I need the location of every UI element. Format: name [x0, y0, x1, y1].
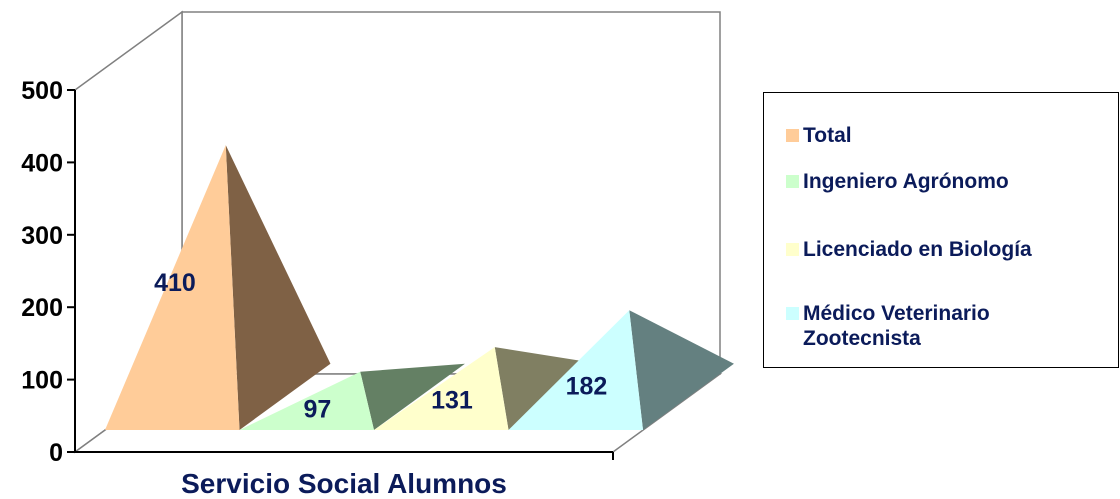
- legend-label: Ingeniero Agrónomo: [803, 170, 1009, 193]
- x-axis-category-label: Servicio Social Alumnos: [181, 468, 507, 499]
- pyramid-side-face: [225, 145, 331, 430]
- y-tick-label: 200: [21, 294, 63, 322]
- pyramid-2: [239, 363, 465, 430]
- pyramid-side-face: [629, 310, 734, 430]
- chart-legend: Total Ingeniero Agrónomo Licenciado en Bio…: [763, 92, 1119, 368]
- pyramid-front-face: [508, 310, 643, 430]
- legend-item: Médico Veterinario Zootecnista: [786, 301, 1103, 351]
- pyramid-side-face: [360, 363, 465, 430]
- pyramid-front-face: [374, 347, 509, 430]
- y-tick-label: 500: [21, 77, 63, 105]
- legend-label: Total: [803, 124, 852, 147]
- legend-swatch: [786, 307, 799, 320]
- y-tick-label: 300: [21, 222, 63, 250]
- data-label: 410: [154, 269, 196, 297]
- legend-swatch: [786, 129, 799, 142]
- y-tick-label: 400: [21, 149, 63, 177]
- pyramid-chart: 0 100 200 300 400 500 410 97 131 182 Servicio So…: [21, 10, 734, 499]
- pyramid-front-face: [105, 145, 240, 430]
- legend-label: Licenciado en Biología: [803, 238, 1032, 261]
- legend-swatch: [786, 175, 799, 188]
- legend-swatch: [786, 243, 799, 256]
- data-label: 182: [566, 373, 608, 401]
- pyramid-4: [508, 310, 734, 430]
- y-tick-label: 100: [21, 367, 63, 395]
- pyramid-front-face: [239, 371, 374, 430]
- legend-item: Ingeniero Agrónomo: [786, 169, 1103, 194]
- legend-item: Total: [786, 123, 1103, 148]
- y-axis: [74, 90, 614, 460]
- data-label: 97: [304, 395, 332, 423]
- y-tick-label: 0: [49, 439, 63, 467]
- legend-label: Médico Veterinario Zootecnista: [803, 302, 990, 350]
- data-label: 131: [431, 386, 473, 414]
- pyramid-1: [105, 145, 331, 430]
- legend-item: Licenciado en Biología: [786, 237, 1103, 262]
